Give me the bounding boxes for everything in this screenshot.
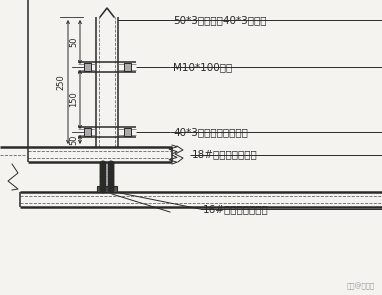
Circle shape <box>100 182 106 188</box>
Circle shape <box>108 161 114 167</box>
Circle shape <box>108 185 114 190</box>
Circle shape <box>100 164 106 169</box>
Circle shape <box>100 166 106 172</box>
Text: 250: 250 <box>57 74 65 90</box>
Bar <box>124 63 131 71</box>
Circle shape <box>100 169 106 175</box>
Circle shape <box>108 187 114 193</box>
Text: 头条@鲁柏强: 头条@鲁柏强 <box>347 283 375 290</box>
Circle shape <box>100 177 106 182</box>
Circle shape <box>100 187 106 193</box>
Text: 40*3方管焊接在主梁上: 40*3方管焊接在主梁上 <box>173 127 248 137</box>
Text: M10*100螺栓: M10*100螺栓 <box>173 62 232 72</box>
Circle shape <box>100 179 106 185</box>
Circle shape <box>100 172 106 177</box>
Circle shape <box>108 179 114 185</box>
Circle shape <box>100 174 106 180</box>
Circle shape <box>100 185 106 190</box>
Bar <box>84 63 91 71</box>
Bar <box>124 128 131 136</box>
Text: 50: 50 <box>70 37 78 47</box>
Bar <box>97 186 117 192</box>
Bar <box>84 128 91 136</box>
Text: 16#工字钢（次梁）: 16#工字钢（次梁） <box>203 204 269 214</box>
Circle shape <box>108 177 114 182</box>
Circle shape <box>108 172 114 177</box>
Circle shape <box>108 164 114 169</box>
Text: 150: 150 <box>70 92 78 107</box>
Circle shape <box>108 169 114 175</box>
Text: 50*3方管插入40*3方管内: 50*3方管插入40*3方管内 <box>173 15 267 25</box>
Text: 50: 50 <box>70 134 78 145</box>
Circle shape <box>108 174 114 180</box>
Circle shape <box>108 182 114 188</box>
Text: 18#工字钢（主梁）: 18#工字钢（主梁） <box>192 150 258 160</box>
Circle shape <box>108 166 114 172</box>
Circle shape <box>100 161 106 167</box>
